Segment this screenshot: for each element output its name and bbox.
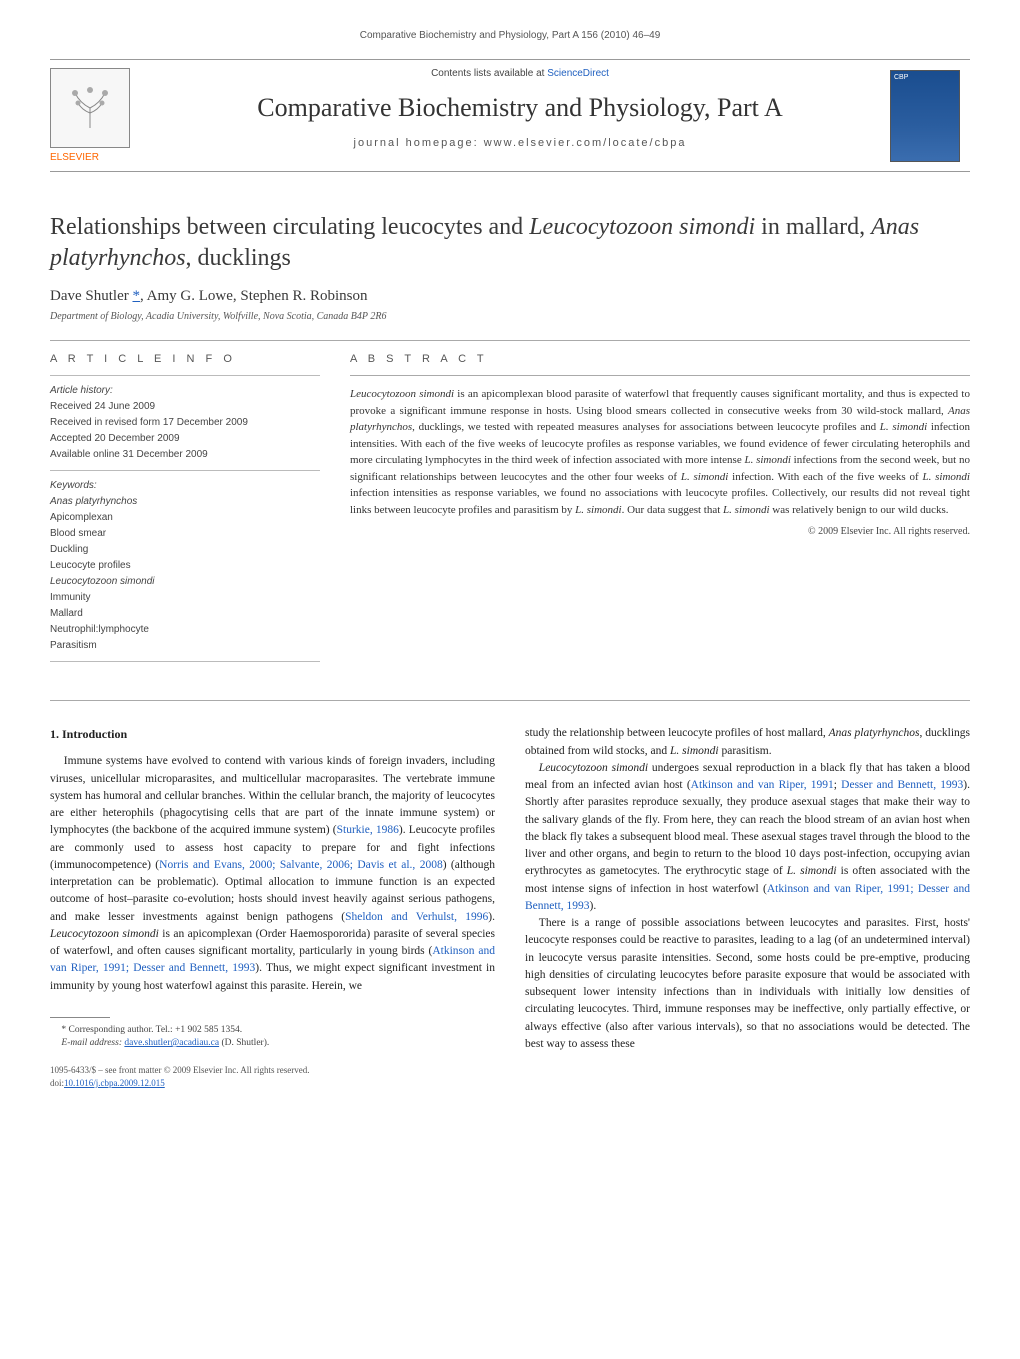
keyword: Immunity	[50, 591, 320, 605]
title-mid: in mallard,	[755, 214, 871, 240]
journal-name: Comparative Biochemistry and Physiology,…	[160, 93, 880, 123]
masthead: ELSEVIER Contents lists available at Sci…	[50, 59, 970, 172]
italic-term: L. simondi	[787, 865, 837, 877]
divider	[50, 700, 970, 701]
abstract: A B S T R A C T Leucocytozoon simondi is…	[350, 353, 970, 670]
left-column: 1. Introduction Immune systems have evol…	[50, 725, 495, 1089]
article-title: Relationships between circulating leucoc…	[50, 212, 970, 274]
title-pre: Relationships between circulating leucoc…	[50, 214, 529, 240]
citation-link[interactable]: Desser and Bennett, 1993	[841, 779, 963, 791]
abstract-text: Leucocytozoon simondi is an apicomplexan…	[350, 386, 970, 518]
history-label: Article history:	[50, 384, 320, 398]
keywords-label: Keywords:	[50, 479, 320, 493]
text-run: ).	[590, 900, 597, 912]
text-run: , ducklings, we tested with repeated mea…	[412, 421, 880, 433]
title-species1: Leucocytozoon simondi	[529, 214, 755, 240]
keyword: Anas platyrhynchos	[50, 495, 320, 509]
corresponding-mark[interactable]: *	[132, 288, 140, 304]
text-run: . Our data suggest that	[622, 504, 723, 516]
italic-term: Leucocytozoon simondi	[350, 388, 454, 400]
citation-link[interactable]: Norris and Evans, 2000; Salvante, 2006; …	[159, 859, 443, 871]
citation-link[interactable]: Atkinson and van Riper, 1991	[691, 779, 834, 791]
italic-term: L. simondi	[922, 471, 970, 483]
doi-label: doi:	[50, 1078, 64, 1088]
keyword: Neutrophil:lymphocyte	[50, 623, 320, 637]
doi-link[interactable]: 10.1016/j.cbpa.2009.12.015	[64, 1078, 165, 1088]
text-run: ). Shortly after parasites reproduce sex…	[525, 779, 970, 877]
homepage-line: journal homepage: www.elsevier.com/locat…	[160, 137, 880, 149]
keyword: Leucocytozoon simondi	[50, 575, 320, 589]
authors: Dave Shutler *, Amy G. Lowe, Stephen R. …	[50, 288, 970, 305]
citation-link[interactable]: Sheldon and Verhulst, 1996	[345, 911, 488, 923]
italic-term: L. simondi	[744, 454, 790, 466]
right-column: study the relationship between leucocyte…	[525, 725, 970, 1089]
info-heading: A R T I C L E I N F O	[50, 353, 320, 365]
doi-line: doi:10.1016/j.cbpa.2009.12.015	[50, 1077, 495, 1090]
keyword: Leucocyte profiles	[50, 559, 320, 573]
accepted: Accepted 20 December 2009	[50, 432, 320, 446]
footnote-separator	[50, 1017, 110, 1018]
online: Available online 31 December 2009	[50, 448, 320, 462]
email-post: (D. Shutler).	[219, 1038, 269, 1048]
meta-abstract-row: A R T I C L E I N F O Article history: R…	[50, 353, 970, 670]
article-info: A R T I C L E I N F O Article history: R…	[50, 353, 320, 670]
affiliation: Department of Biology, Acadia University…	[50, 311, 970, 322]
keyword: Apicomplexan	[50, 511, 320, 525]
text-run: infection. With each of the five weeks o…	[728, 471, 922, 483]
title-post: , ducklings	[186, 245, 291, 271]
elsevier-tree-icon	[50, 68, 130, 148]
intro-para-r3: There is a range of possible association…	[525, 915, 970, 1053]
italic-term: L. simondi	[575, 504, 621, 516]
text-run: study the relationship between leucocyte…	[525, 727, 829, 739]
citation-link[interactable]: Sturkie, 1986	[337, 824, 399, 836]
text-run: There is a range of possible association…	[525, 917, 970, 1050]
intro-para-left: Immune systems have evolved to contend w…	[50, 753, 495, 995]
section-heading: 1. Introduction	[50, 725, 495, 743]
text-run: parasitism.	[719, 745, 772, 757]
italic-term: Leucocytozoon simondi	[50, 928, 159, 940]
author-first: Dave Shutler	[50, 288, 132, 304]
homepage-url: www.elsevier.com/locate/cbpa	[484, 137, 687, 149]
issn-line: 1095-6433/$ – see front matter © 2009 El…	[50, 1064, 495, 1077]
email-link[interactable]: dave.shutler@acadiau.ca	[124, 1038, 219, 1048]
publisher-name: ELSEVIER	[50, 152, 150, 163]
homepage-prefix: journal homepage:	[354, 137, 484, 149]
intro-para-r2: Leucocytozoon simondi undergoes sexual r…	[525, 760, 970, 915]
italic-term: L. simondi	[723, 504, 769, 516]
text-run: was relatively benign to our wild ducks.	[770, 504, 949, 516]
contents-prefix: Contents lists available at	[431, 68, 547, 79]
revised: Received in revised form 17 December 200…	[50, 416, 320, 430]
cover-thumb-wrap: CBP	[890, 68, 970, 163]
cover-label: CBP	[894, 74, 908, 81]
publisher-block: ELSEVIER	[50, 68, 150, 163]
italic-term: L. simondi	[681, 471, 729, 483]
keywords-list: Anas platyrhynchos Apicomplexan Blood smea…	[50, 495, 320, 653]
keyword: Mallard	[50, 607, 320, 621]
journal-cover-thumb: CBP	[890, 70, 960, 162]
running-header: Comparative Biochemistry and Physiology,…	[50, 30, 970, 41]
corresponding-footnote: * Corresponding author. Tel.: +1 902 585…	[50, 1024, 495, 1037]
email-label: E-mail address:	[61, 1038, 124, 1048]
email-footnote: E-mail address: dave.shutler@acadiau.ca …	[50, 1037, 495, 1050]
divider	[50, 340, 970, 341]
masthead-center: Contents lists available at ScienceDirec…	[150, 68, 890, 163]
keyword: Duckling	[50, 543, 320, 557]
keyword: Parasitism	[50, 639, 320, 653]
italic-term: Anas platyrhynchos	[829, 727, 920, 739]
keyword: Blood smear	[50, 527, 320, 541]
abstract-copyright: © 2009 Elsevier Inc. All rights reserved…	[350, 526, 970, 537]
received: Received 24 June 2009	[50, 400, 320, 414]
intro-para-r1: study the relationship between leucocyte…	[525, 725, 970, 760]
sciencedirect-link[interactable]: ScienceDirect	[547, 68, 609, 79]
italic-term: L. simondi	[880, 421, 927, 433]
authors-rest: , Amy G. Lowe, Stephen R. Robinson	[140, 288, 368, 304]
italic-term: Leucocytozoon simondi	[539, 762, 648, 774]
body: 1. Introduction Immune systems have evol…	[50, 725, 970, 1089]
contents-line: Contents lists available at ScienceDirec…	[160, 68, 880, 79]
text-run: ).	[488, 911, 495, 923]
italic-term: L. simondi	[670, 745, 719, 757]
abstract-heading: A B S T R A C T	[350, 353, 970, 365]
bottom-meta: 1095-6433/$ – see front matter © 2009 El…	[50, 1064, 495, 1089]
